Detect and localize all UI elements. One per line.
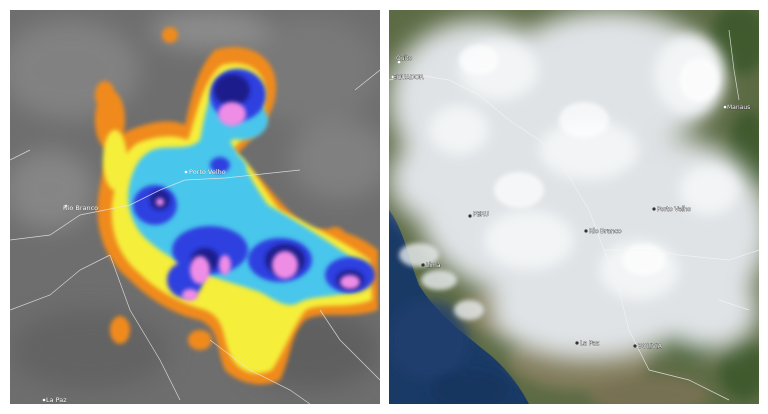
city-label: La Paz bbox=[580, 340, 599, 347]
country-borders bbox=[10, 69, 380, 404]
city-label: La Paz bbox=[46, 396, 67, 404]
country-equador: EQUADOR bbox=[391, 74, 424, 81]
city-dot-icon bbox=[652, 207, 656, 211]
city-label: Rio Branco bbox=[589, 228, 622, 235]
city-rio-branco-right: Rio Branco bbox=[584, 228, 622, 235]
city-label: Lima bbox=[426, 262, 441, 269]
country-borders bbox=[389, 29, 759, 401]
city-dot-icon bbox=[397, 60, 401, 64]
city-la-paz-left: La Paz bbox=[42, 396, 67, 404]
city-label: Quito bbox=[396, 55, 413, 62]
city-dot-icon bbox=[633, 344, 637, 348]
city-label: Porto Velho bbox=[189, 168, 226, 176]
city-dot-icon bbox=[42, 398, 46, 402]
infrared-satellite-panel: Porto Velho Rio Branco La Paz bbox=[10, 10, 380, 404]
city-dot-icon bbox=[64, 204, 68, 208]
country-peru: PERU bbox=[468, 211, 489, 218]
city-rio-branco-left: Rio Branco bbox=[63, 204, 98, 212]
city-dot-icon bbox=[584, 229, 588, 233]
city-quito: Quito bbox=[396, 55, 413, 64]
city-porto-velho-right: Porto Velho bbox=[652, 206, 692, 213]
city-porto-velho-left: Porto Velho bbox=[184, 168, 226, 176]
city-label: Porto Velho bbox=[657, 206, 691, 213]
city-label: EQUADOR bbox=[393, 74, 424, 81]
visible-satellite-image: Quito EQUADOR Manaus PERU Porto Velho Ri… bbox=[389, 10, 759, 404]
country-bolivia: BOLIVIA bbox=[633, 343, 663, 350]
city-dot-icon bbox=[421, 263, 425, 267]
city-lima: Lima bbox=[421, 262, 441, 269]
city-label: BOLIVIA bbox=[638, 343, 663, 350]
city-dot-icon bbox=[468, 214, 472, 218]
infrared-satellite-image: Porto Velho Rio Branco La Paz bbox=[10, 10, 380, 404]
city-manaus: Manaus bbox=[723, 104, 751, 111]
city-label: Manaus bbox=[727, 104, 750, 111]
city-la-paz-right: La Paz bbox=[575, 340, 599, 347]
city-label: Rio Branco bbox=[63, 204, 98, 212]
visible-satellite-panel: Quito EQUADOR Manaus PERU Porto Velho Ri… bbox=[389, 10, 759, 404]
city-dot-icon bbox=[391, 75, 395, 79]
city-dot-icon bbox=[723, 105, 727, 109]
city-label: PERU bbox=[473, 211, 489, 218]
city-dot-icon bbox=[184, 170, 188, 174]
city-dot-icon bbox=[575, 341, 579, 345]
